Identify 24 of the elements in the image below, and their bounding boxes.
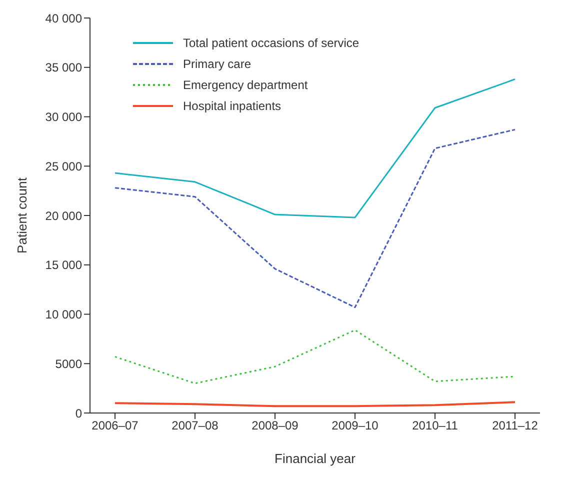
x-tick-label: 2009–10 xyxy=(332,418,379,433)
y-tick-label: 5000 xyxy=(55,356,82,371)
y-axis-title: Patient count xyxy=(14,177,30,254)
legend-label: Primary care xyxy=(183,56,252,70)
x-tick-label: 2011–12 xyxy=(492,418,538,433)
line-series xyxy=(114,78,516,218)
line-series xyxy=(114,128,516,308)
y-tick-label: 0 xyxy=(75,406,82,420)
legend-label: Total patient occasions of service xyxy=(183,36,360,50)
x-tick-label: 2010–11 xyxy=(412,418,458,433)
y-tick-label: 20 000 xyxy=(45,208,82,223)
legend-label: Hospital inpatients xyxy=(183,98,282,112)
y-tick-label: 40 000 xyxy=(45,11,82,26)
line-series xyxy=(114,329,516,384)
y-tick-label: 10 000 xyxy=(45,308,82,322)
x-tick-label: 2007–08 xyxy=(172,418,219,433)
y-tick-label: 15 000 xyxy=(45,258,82,272)
x-tick-label: 2006–07 xyxy=(92,418,139,433)
legend-label: Emergency department xyxy=(183,78,308,92)
y-tick-label: 25 000 xyxy=(45,159,82,174)
y-tick-label: 35 000 xyxy=(45,60,82,75)
x-tick-label: 2008–09 xyxy=(252,418,299,433)
x-axis-title: Financial year xyxy=(274,451,356,466)
y-tick-label: 30 000 xyxy=(45,110,82,124)
